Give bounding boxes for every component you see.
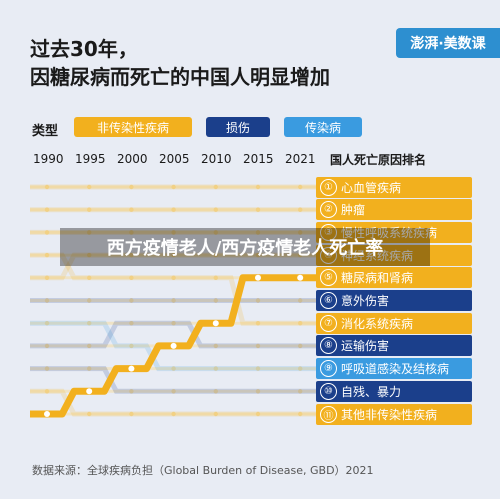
cause-rank: ⑨ (320, 360, 337, 378)
year-tick: 1990 (33, 152, 64, 166)
series-line (30, 388, 316, 417)
cause-rank: ④ (320, 246, 337, 264)
cause-label: ⑪ 其他非传染性疾病 (316, 403, 472, 425)
cause-name: 自残、暴力 (341, 384, 402, 399)
year-tick: 2021 (285, 152, 316, 166)
cause-name: 运输伤害 (341, 339, 390, 354)
highlight-point (212, 320, 219, 327)
cause-rank: ⑦ (320, 314, 337, 332)
legend-label: 类型 (32, 124, 59, 139)
legend-communicable: 传染病 (284, 117, 362, 137)
highlight-point (86, 388, 93, 395)
brand-logo: 澎湃·美数课 (396, 28, 500, 58)
cause-name: 慢性呼吸系统疾病 (341, 225, 438, 240)
title-line-2: 因糖尿病而死亡的中国人明显增加 (30, 65, 330, 89)
cause-rank: ⑥ (320, 292, 337, 309)
highlight-point (128, 365, 135, 372)
cause-label: ⑨ 呼吸道感染及结核病 (316, 358, 472, 380)
title-line-1: 过去30年， (30, 37, 138, 61)
cause-label: ① 心血管疾病 (316, 176, 472, 198)
cause-rank: ⑩ (320, 382, 337, 400)
cause-rank: ② (320, 201, 337, 219)
highlight-point (255, 274, 261, 281)
cause-name: 神经系统疾病 (341, 248, 414, 263)
cause-rank: ⑧ (320, 337, 337, 355)
cause-label: ⑥ 意外伤害 (316, 290, 472, 311)
year-tick: 2010 (201, 152, 232, 166)
cause-name: 肿瘤 (341, 203, 366, 218)
rank-header: 国人死亡原因排名 (330, 153, 427, 167)
highlight-point (297, 274, 304, 281)
cause-label: ② 肿瘤 (316, 199, 472, 221)
cause-rank: ③ (320, 223, 337, 241)
cause-label: ⑦ 消化系统疾病 (316, 312, 472, 334)
cause-name: 呼吸道感染及结核病 (341, 362, 450, 377)
year-tick: 2005 (159, 152, 190, 166)
year-tick: 2000 (117, 152, 148, 166)
cause-label: ⑩ 自残、暴力 (316, 380, 472, 402)
data-source: 数据来源：全球疾病负担（Global Burden of Disease, GB… (32, 464, 374, 477)
cause-rank: ⑤ (320, 269, 337, 287)
cause-label: ③ 慢性呼吸系统疾病 (316, 221, 472, 243)
cause-name: 其他非传染性疾病 (341, 407, 438, 422)
legend-injury: 损伤 (206, 117, 270, 137)
cause-rank: ⑪ (320, 405, 337, 423)
series-line (30, 252, 316, 281)
cause-label: ④ 神经系统疾病 (316, 244, 472, 266)
series-line (30, 252, 316, 326)
cause-name: 意外伤害 (341, 294, 390, 308)
watermark-overlay: 西方疫情老人/西方疫情老人死亡率 (60, 228, 430, 266)
cause-label: ⑧ 运输伤害 (316, 335, 472, 357)
year-tick: 2015 (243, 152, 274, 166)
legend-noncommunicable: 非传染性疾病 (74, 117, 192, 137)
cause-label: ⑤ 糖尿病和肾病 (316, 267, 472, 289)
cause-name: 消化系统疾病 (341, 316, 414, 331)
year-tick: 1995 (75, 152, 106, 166)
highlight-point (170, 342, 177, 349)
cause-rank: ① (320, 178, 337, 196)
cause-name: 心血管疾病 (341, 180, 402, 195)
series-line (30, 320, 316, 372)
series-line (30, 320, 316, 349)
highlight-point (44, 411, 50, 417)
cause-name: 糖尿病和肾病 (341, 271, 414, 286)
series-line (30, 366, 316, 394)
